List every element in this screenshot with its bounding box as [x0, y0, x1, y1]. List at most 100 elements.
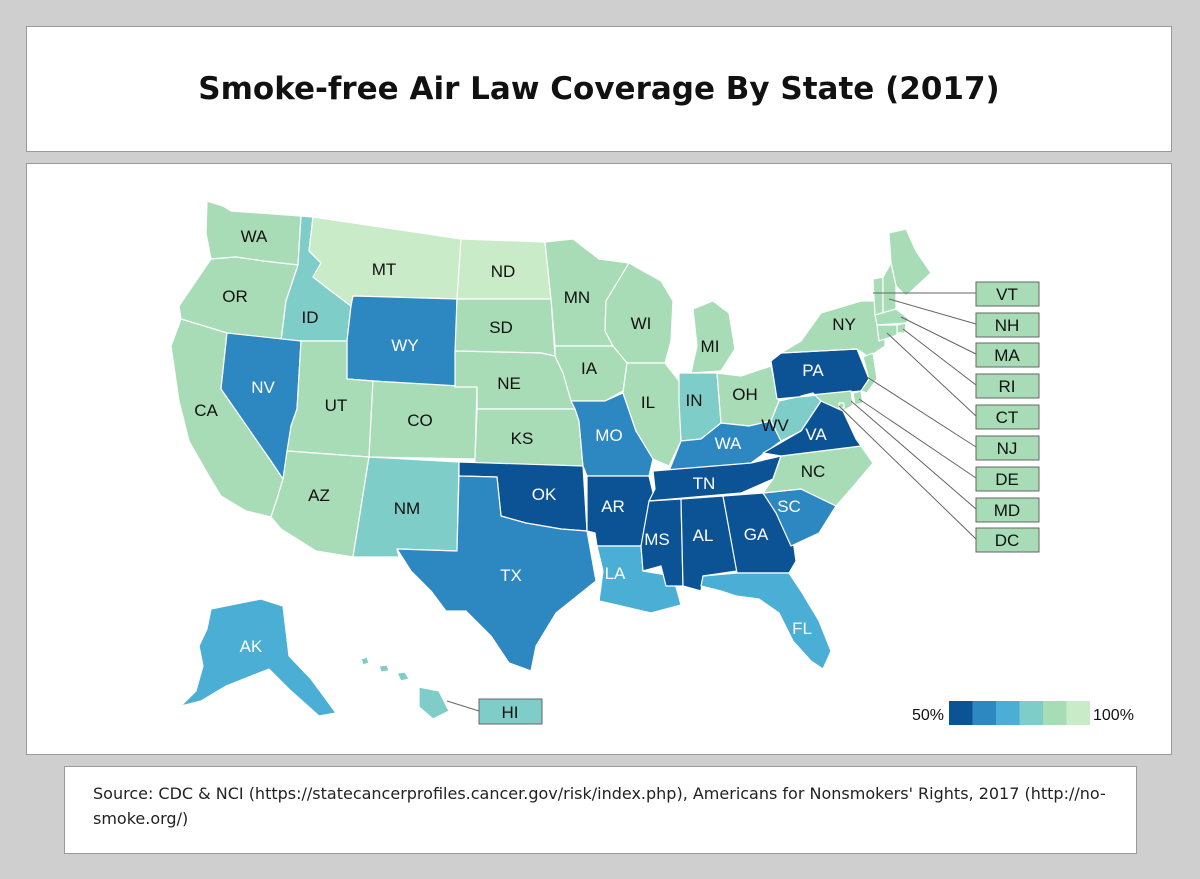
leader-dc [838, 405, 977, 540]
us-choropleth-map: WA OR CA ID NV MT WY UT AZ CO NM ND SD N… [170, 200, 1134, 725]
label-NC: NC [801, 462, 826, 481]
legend-swatch-2 [972, 701, 996, 725]
label-AZ: AZ [308, 486, 330, 505]
label-TN: TN [693, 474, 716, 493]
label-FL: FL [792, 619, 812, 638]
leader-nj [866, 376, 977, 448]
legend-min-label: 50% [912, 707, 944, 724]
label-NJ: NJ [997, 439, 1018, 458]
label-MT: MT [372, 260, 397, 279]
leader-ct [886, 332, 977, 417]
label-WI: WI [631, 314, 652, 333]
callout-box-ct [975, 404, 1040, 430]
map-panel: WA OR CA ID NV MT WY UT AZ CO NM ND SD N… [26, 163, 1172, 755]
state-TN [648, 455, 782, 502]
state-TX [396, 475, 597, 672]
callout-box-dc [975, 527, 1040, 553]
label-MO: MO [595, 426, 622, 445]
label-NE: NE [497, 374, 521, 393]
callout-box-ri [975, 373, 1040, 399]
label-DC: DC [995, 531, 1020, 550]
label-CT: CT [996, 408, 1019, 427]
legend-swatch-3 [996, 701, 1020, 725]
label-VT: VT [996, 285, 1018, 304]
label-MI: MI [701, 337, 720, 356]
label-NH: NH [995, 316, 1020, 335]
state-labels: WA OR CA ID NV MT WY UT AZ CO NM ND SD N… [194, 227, 1020, 722]
label-ID: ID [302, 308, 319, 327]
label-NY: NY [832, 315, 856, 334]
state-NC [762, 445, 874, 507]
label-NM: NM [394, 499, 420, 518]
state-IL [622, 362, 682, 467]
label-GA: GA [744, 525, 769, 544]
label-OK: OK [532, 485, 557, 504]
leader-md [850, 400, 977, 510]
leader-hi [446, 700, 480, 712]
leader-de [858, 398, 977, 479]
leader-ma [900, 316, 977, 355]
label-KS: KS [511, 429, 534, 448]
label-CO: CO [407, 411, 433, 430]
legend: 50% 100% [912, 701, 1134, 725]
label-SC: SC [777, 497, 801, 516]
leader-ri [902, 328, 977, 386]
label-MD: MD [994, 501, 1020, 520]
state-MI [690, 300, 736, 374]
state-NJ [860, 352, 878, 394]
label-HI: HI [502, 703, 519, 722]
source-text: Source: CDC & NCI (https://statecancerpr… [93, 784, 1106, 828]
state-VT [872, 276, 884, 316]
state-MA [874, 308, 910, 326]
legend-swatches [949, 701, 1090, 725]
callout-box-nj [975, 435, 1040, 461]
label-MS: MS [644, 530, 670, 549]
label-OH: OH [732, 385, 758, 404]
label-AL: AL [693, 526, 714, 545]
state-WI [604, 262, 674, 364]
label-MN: MN [564, 288, 590, 307]
legend-swatch-6 [1066, 701, 1090, 725]
label-CA: CA [194, 401, 218, 420]
callout-box-de [975, 466, 1040, 492]
callout-box-ma [975, 342, 1040, 368]
title-panel: Smoke-free Air Law Coverage By State (20… [26, 26, 1172, 152]
label-LA: LA [605, 564, 626, 583]
label-AK: AK [240, 637, 263, 656]
callout-box-md [975, 497, 1040, 523]
map-title: Smoke-free Air Law Coverage By State (20… [198, 71, 1000, 107]
label-WY: WY [391, 336, 418, 355]
label-SD: SD [489, 318, 513, 337]
callout-boxes [478, 281, 1040, 725]
legend-swatch-4 [1019, 701, 1043, 725]
state-DE [852, 390, 864, 406]
leader-nh [888, 298, 977, 325]
legend-max-label: 100% [1093, 707, 1134, 724]
callout-box-hi [478, 698, 543, 725]
legend-swatch-5 [1043, 701, 1067, 725]
label-OR: OR [222, 287, 248, 306]
label-RI: RI [999, 377, 1016, 396]
label-KY: WA [715, 434, 742, 453]
state-FL [700, 572, 832, 670]
label-UT: UT [325, 396, 348, 415]
label-IA: IA [581, 359, 598, 378]
source-panel: Source: CDC & NCI (https://statecancerpr… [64, 766, 1137, 854]
label-IL: IL [641, 393, 655, 412]
label-NV: NV [251, 378, 275, 397]
callout-lines [446, 292, 977, 712]
label-MA: MA [994, 346, 1020, 365]
label-ND: ND [491, 262, 516, 281]
label-WA: WA [241, 227, 268, 246]
callout-box-vt [975, 281, 1040, 307]
state-HI [360, 656, 450, 720]
legend-swatch-1 [949, 701, 973, 725]
label-DE: DE [995, 470, 1019, 489]
callout-box-nh [975, 312, 1040, 338]
label-IN: IN [686, 391, 703, 410]
state-RI [896, 322, 907, 334]
label-PA: PA [802, 361, 824, 380]
label-AR: AR [601, 497, 625, 516]
label-WV: WV [761, 416, 789, 435]
state-AK [180, 598, 337, 717]
